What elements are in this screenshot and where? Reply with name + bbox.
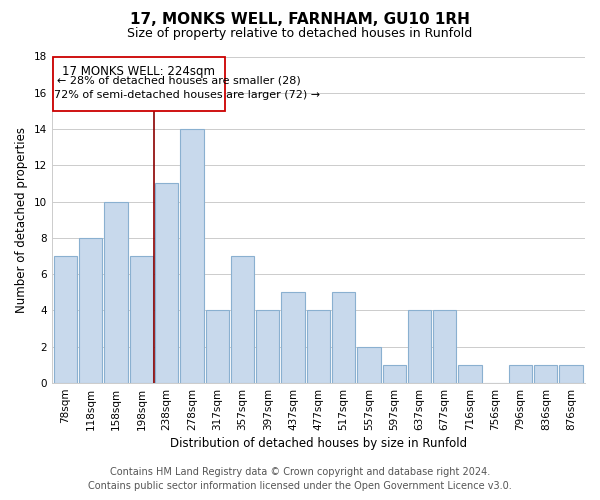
Bar [357,347,380,383]
Text: ← 28% of detached houses are smaller (28): ← 28% of detached houses are smaller (28… [57,76,301,86]
Bar [383,365,406,383]
Bar [181,129,203,383]
Bar [104,202,128,383]
FancyBboxPatch shape [53,56,225,111]
Bar [433,310,457,383]
Bar [307,310,330,383]
X-axis label: Distribution of detached houses by size in Runfold: Distribution of detached houses by size … [170,437,467,450]
Bar [281,292,305,383]
Bar [130,256,153,383]
Y-axis label: Number of detached properties: Number of detached properties [15,127,28,313]
Text: Size of property relative to detached houses in Runfold: Size of property relative to detached ho… [127,28,473,40]
Bar [458,365,482,383]
Bar [54,256,77,383]
Bar [332,292,355,383]
Bar [231,256,254,383]
Bar [534,365,557,383]
Bar [206,310,229,383]
Text: Contains HM Land Registry data © Crown copyright and database right 2024.
Contai: Contains HM Land Registry data © Crown c… [88,467,512,491]
Bar [509,365,532,383]
Text: 17, MONKS WELL, FARNHAM, GU10 1RH: 17, MONKS WELL, FARNHAM, GU10 1RH [130,12,470,28]
Text: 17 MONKS WELL: 224sqm: 17 MONKS WELL: 224sqm [62,64,215,78]
Bar [79,238,103,383]
Bar [155,184,178,383]
Bar [256,310,280,383]
Bar [408,310,431,383]
Text: 72% of semi-detached houses are larger (72) →: 72% of semi-detached houses are larger (… [54,90,320,100]
Bar [559,365,583,383]
